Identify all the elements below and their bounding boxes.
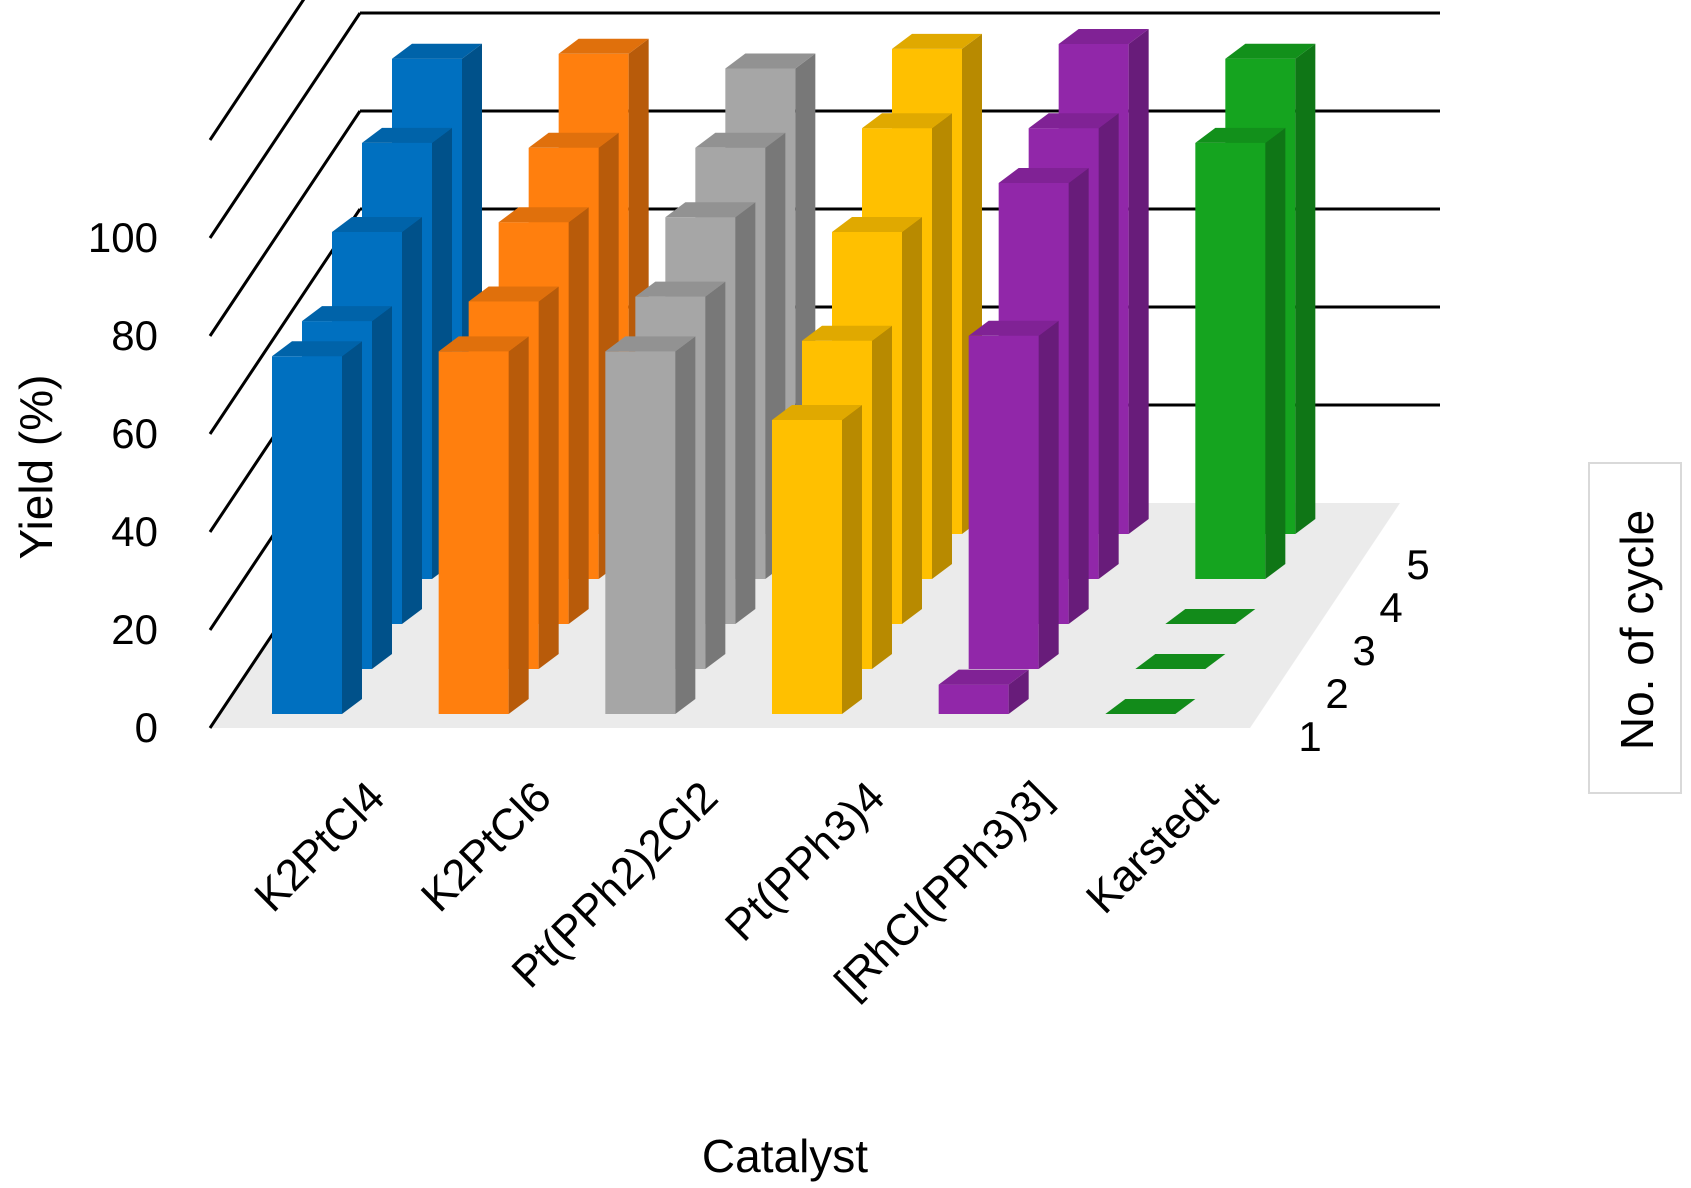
bar-front [1195, 142, 1266, 579]
bar-top [302, 306, 392, 322]
bar-side [372, 306, 392, 669]
bar-top [362, 127, 452, 143]
bar-front [438, 351, 509, 714]
bar-side [568, 207, 589, 624]
bar-side [508, 336, 529, 714]
bar-side [1098, 113, 1119, 579]
bar [605, 336, 696, 714]
y-tick-label: 60 [111, 410, 158, 457]
bar-zero-marker [1165, 609, 1256, 624]
bar-top [1058, 29, 1149, 44]
series-label: 5 [1406, 541, 1429, 588]
gridline-side [208, 12, 362, 239]
bar-top [832, 217, 922, 232]
bar-side [1008, 669, 1029, 714]
bar-zero-marker [1105, 699, 1196, 714]
bar-top [332, 217, 422, 232]
depth-axis-title: No. of cycle [1611, 509, 1663, 751]
y-tick-label: 80 [111, 312, 158, 359]
bar-front [772, 420, 842, 714]
y-axis-title: Yield (%) [10, 375, 62, 560]
bar-side [1038, 320, 1059, 669]
bar-top [772, 405, 862, 420]
y-tick-label: 0 [135, 704, 158, 751]
bars-layer [272, 29, 1316, 714]
bar-top [1195, 127, 1286, 143]
bar-top [605, 336, 696, 352]
gridline-side [208, 0, 306, 141]
category-label: Karstedt [1077, 772, 1228, 923]
x-axis-title: Catalyst [702, 1130, 868, 1182]
series-label: 4 [1379, 584, 1402, 631]
bar-top [558, 38, 649, 54]
bar-top [438, 336, 529, 352]
bar-front [272, 356, 342, 714]
bar-top [1028, 113, 1119, 129]
bar-top [498, 207, 589, 223]
bar [1105, 699, 1196, 714]
bar [1135, 654, 1226, 669]
bar-top [862, 113, 952, 129]
bar [1195, 127, 1286, 580]
series-label: 2 [1325, 670, 1348, 717]
bar-side [402, 217, 422, 624]
bar-top [695, 132, 786, 148]
category-label: K2PtCl6 [412, 772, 561, 921]
bar-side [842, 405, 862, 714]
gridline-side [208, 110, 362, 337]
bar-side [342, 341, 362, 714]
bar-zero-marker [1135, 654, 1226, 669]
category-label: K2PtCl4 [245, 772, 394, 921]
y-tick-label: 40 [111, 508, 158, 555]
bar-side [872, 325, 892, 669]
bar-side [705, 281, 726, 669]
bar-top [938, 669, 1029, 685]
bar-side [735, 202, 756, 625]
bar-top [392, 43, 482, 59]
bar-front [605, 351, 676, 714]
bar-front [938, 684, 1009, 714]
category-label: Pt(PPh3)4 [716, 772, 894, 950]
bar [938, 669, 1029, 714]
y-tick-label: 100 [88, 214, 158, 261]
bar-top [468, 286, 559, 302]
bar [968, 320, 1059, 669]
bar-side [1295, 43, 1316, 534]
bar [1165, 609, 1256, 624]
bar-top [802, 325, 892, 341]
bar-side [1068, 168, 1089, 624]
bar-top [968, 320, 1059, 336]
bar-side [1265, 127, 1286, 580]
bar [272, 341, 362, 714]
bar-side [1128, 29, 1149, 534]
bar-front [968, 335, 1039, 669]
bar-side [675, 336, 696, 714]
bar-top [665, 202, 756, 218]
bar-top [1225, 43, 1316, 59]
series-label: 1 [1298, 713, 1321, 760]
bar-side [902, 217, 922, 624]
series-label: 3 [1352, 627, 1375, 674]
depth-legend: No. of cycle [1588, 462, 1682, 794]
bar-side [538, 286, 559, 669]
bar-top [892, 33, 982, 49]
bar-top [725, 53, 816, 69]
bar-top [272, 341, 362, 357]
bar-top [528, 132, 619, 148]
bar [438, 336, 529, 714]
bar-top [998, 168, 1089, 183]
bar-top [635, 281, 726, 297]
bar-side [932, 113, 952, 579]
y-tick-label: 20 [111, 606, 158, 653]
bar [772, 405, 862, 714]
